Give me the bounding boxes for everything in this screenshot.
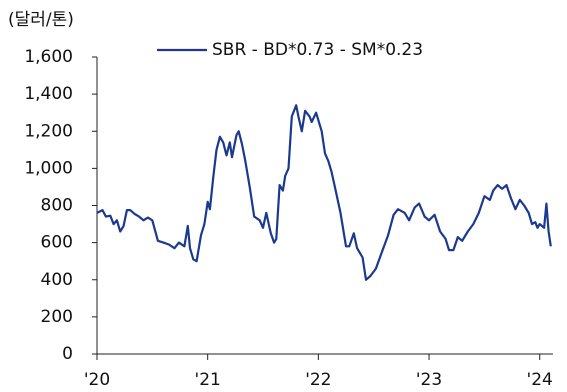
x-tick-label: '20: [84, 370, 110, 390]
y-unit: (달러/톤): [8, 10, 74, 30]
x-tick-label: '24: [527, 370, 553, 390]
y-tick-label: 800: [41, 196, 73, 216]
x-tick-label: '21: [195, 370, 221, 390]
y-tick-label: 1,000: [24, 158, 73, 178]
y-tick-label: 1,600: [24, 47, 73, 67]
y-tick-label: 600: [41, 233, 73, 253]
y-tick-label: 1,200: [24, 121, 73, 141]
x-tick-label: '23: [416, 370, 442, 390]
legend-label: SBR - BD*0.73 - SM*0.23: [212, 40, 423, 60]
y-tick-label: 200: [41, 307, 73, 327]
y-tick-label: 0: [62, 344, 73, 364]
y-tick-label: 400: [41, 270, 73, 290]
y-tick-label: 1,400: [24, 84, 73, 104]
line-series: [96, 104, 552, 281]
x-tick-label: '22: [305, 370, 331, 390]
